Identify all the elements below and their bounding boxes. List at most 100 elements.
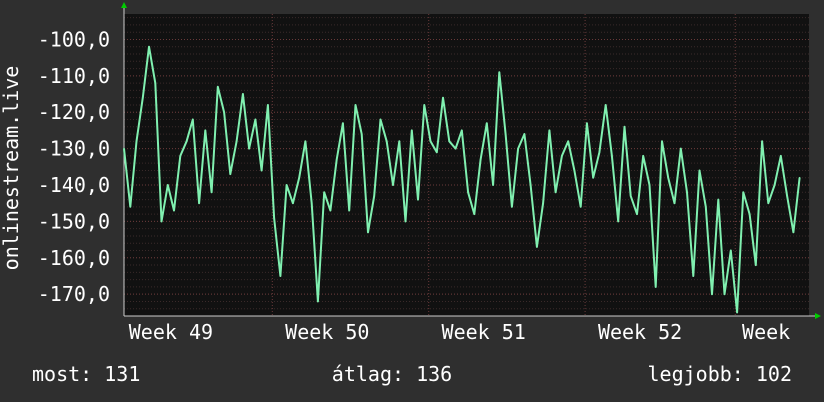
data-point [705,206,707,208]
y-tick-label: -150,0 [38,209,110,233]
y-tick-label: -140,0 [38,173,110,197]
x-axis-arrow [815,313,821,319]
data-point [142,96,144,99]
data-point [317,300,319,303]
data-point [348,209,351,212]
y-axis-title: onlinestream.live [0,66,23,271]
data-point [723,293,726,296]
data-point [579,206,582,208]
data-point [273,217,275,219]
data-point [467,191,469,194]
data-point [498,71,501,73]
data-point [335,158,338,161]
data-point [636,213,638,215]
data-point [411,129,413,132]
data-point [692,275,695,277]
data-point [235,140,238,143]
data-point [617,220,619,223]
data-point [379,118,382,121]
data-point [204,129,207,132]
data-point [367,231,369,234]
data-point [661,140,663,143]
y-tick-label: -120,0 [38,100,110,124]
data-point [192,118,194,121]
data-point [417,198,419,201]
x-tick-label: Week 50 [285,320,369,344]
data-point [185,140,188,143]
data-point [304,140,307,143]
data-point [173,209,175,212]
y-tick-label: -110,0 [38,64,110,88]
data-point [680,147,682,150]
data-point [210,191,213,194]
data-point [554,191,557,194]
data-point [536,246,538,248]
data-point [179,155,182,157]
series-layer [123,45,801,314]
data-point [629,195,632,197]
data-point [160,220,163,223]
data-point [442,96,444,99]
footer-current-value: most: 131 [32,362,140,386]
data-point [436,151,438,154]
data-point [755,264,757,266]
data-point [254,118,257,121]
data-point [711,293,713,296]
data-point [279,275,282,277]
data-point [642,155,644,157]
footer-best-value: legjobb: 102 [648,362,793,386]
x-tick-labels: Week 49 Week 50 Week 51 Week 52 Week [129,320,790,344]
data-point [129,206,132,208]
data-point [586,122,588,124]
data-point [223,111,225,113]
data-point [523,133,526,135]
data-point [492,184,494,186]
data-point [486,122,488,124]
data-point [292,202,294,204]
x-tick-label: Week 49 [129,320,213,344]
data-point [423,104,426,106]
x-tick-label: Week [742,320,790,344]
data-point [686,191,688,194]
data-point [229,173,232,175]
data-point [542,202,544,204]
data-point [298,176,301,179]
data-point [792,231,795,234]
data-point [623,126,626,128]
data-point [717,198,720,201]
data-point [517,147,519,150]
data-point [285,184,288,186]
data-point [148,45,150,48]
data-point [267,104,269,106]
data-point [135,140,138,143]
y-axis-arrow [121,2,127,8]
y-tick-label: -160,0 [38,246,110,270]
data-point [698,169,701,172]
data-point [730,249,732,252]
plot-area [124,14,809,316]
data-point [748,213,751,215]
data-point [648,184,651,186]
y-tick-label: -100,0 [38,27,110,51]
data-point [548,129,551,132]
data-point [479,158,482,161]
data-point [604,104,607,106]
data-point [454,147,457,150]
data-point [310,202,313,204]
data-point [398,140,401,143]
y-tick-label: -130,0 [38,137,110,161]
data-point [360,133,363,135]
data-point [529,184,532,186]
data-point [592,176,594,179]
data-point [761,140,763,143]
data-point [429,140,432,143]
data-point [242,93,244,95]
data-point [154,82,157,84]
data-point [461,129,463,132]
data-point [786,195,788,197]
x-tick-label: Week 51 [442,320,526,344]
data-point [217,86,219,88]
data-point [373,195,376,197]
footer-average-value: átlag: 136 [332,362,452,386]
